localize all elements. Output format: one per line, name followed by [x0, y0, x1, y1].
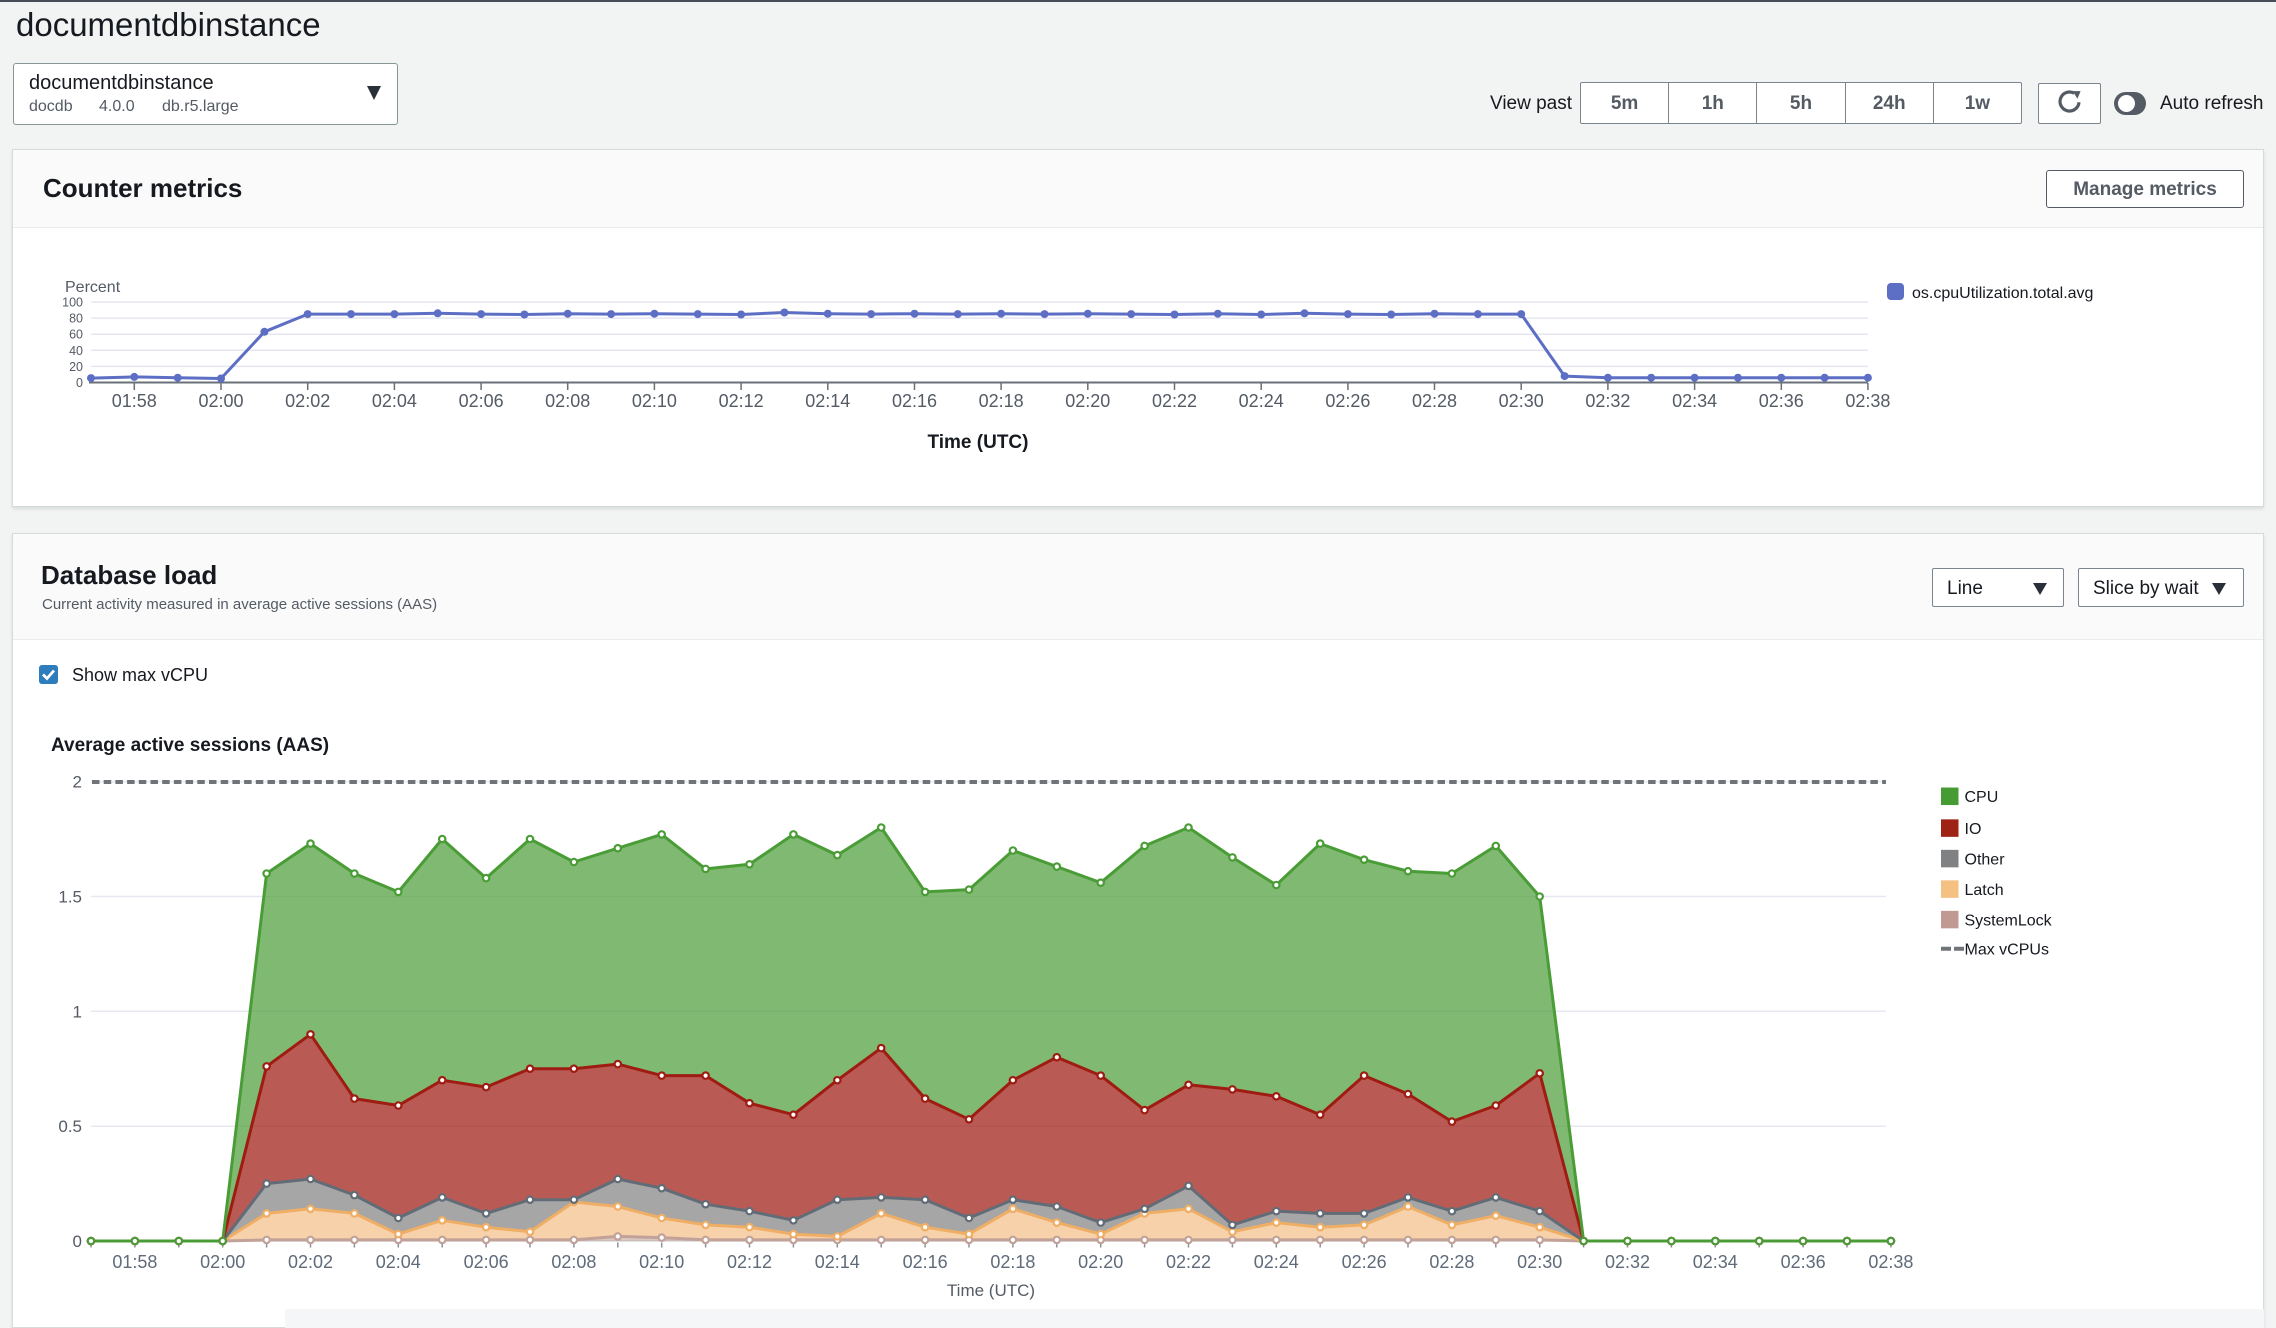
svg-text:02:22: 02:22	[1166, 1252, 1211, 1272]
svg-text:100: 100	[62, 296, 83, 310]
svg-text:02:22: 02:22	[1152, 391, 1197, 411]
svg-text:02:28: 02:28	[1412, 391, 1457, 411]
svg-text:CPU: CPU	[1965, 789, 1999, 806]
svg-text:0: 0	[76, 376, 83, 390]
svg-text:02:36: 02:36	[1759, 391, 1804, 411]
svg-text:02:12: 02:12	[719, 391, 764, 411]
svg-text:02:24: 02:24	[1239, 391, 1284, 411]
svg-text:02:04: 02:04	[376, 1252, 421, 1272]
svg-text:02:10: 02:10	[632, 391, 677, 411]
svg-text:02:34: 02:34	[1672, 391, 1717, 411]
svg-text:02:04: 02:04	[372, 391, 417, 411]
svg-text:02:02: 02:02	[288, 1252, 333, 1272]
svg-text:SystemLock: SystemLock	[1965, 912, 2053, 929]
svg-text:02:06: 02:06	[459, 391, 504, 411]
svg-text:02:08: 02:08	[545, 391, 590, 411]
svg-text:02:26: 02:26	[1325, 391, 1370, 411]
svg-text:1.5: 1.5	[58, 888, 82, 907]
svg-text:Time (UTC): Time (UTC)	[928, 432, 1029, 453]
svg-text:01:58: 01:58	[112, 1252, 157, 1272]
svg-text:20: 20	[69, 360, 83, 374]
svg-text:02:20: 02:20	[1078, 1252, 1123, 1272]
svg-text:02:16: 02:16	[903, 1252, 948, 1272]
svg-text:02:12: 02:12	[727, 1252, 772, 1272]
svg-text:01:58: 01:58	[112, 391, 157, 411]
svg-text:02:10: 02:10	[639, 1252, 684, 1272]
svg-text:60: 60	[69, 328, 83, 342]
svg-text:02:34: 02:34	[1693, 1252, 1738, 1272]
svg-text:Time (UTC): Time (UTC)	[947, 1281, 1035, 1300]
svg-text:02:08: 02:08	[551, 1252, 596, 1272]
svg-text:os.cpuUtilization.total.avg: os.cpuUtilization.total.avg	[1912, 285, 2093, 302]
svg-text:02:14: 02:14	[805, 391, 850, 411]
svg-text:02:20: 02:20	[1065, 391, 1110, 411]
svg-text:Percent: Percent	[65, 279, 121, 296]
svg-text:02:28: 02:28	[1429, 1252, 1474, 1272]
svg-text:02:38: 02:38	[1845, 391, 1890, 411]
svg-text:02:00: 02:00	[198, 391, 243, 411]
svg-text:02:00: 02:00	[200, 1252, 245, 1272]
svg-text:IO: IO	[1965, 821, 1982, 838]
svg-text:Other: Other	[1965, 851, 2006, 868]
svg-text:02:14: 02:14	[815, 1252, 860, 1272]
svg-text:0.5: 0.5	[58, 1117, 82, 1136]
svg-text:02:24: 02:24	[1254, 1252, 1299, 1272]
svg-text:Latch: Latch	[1965, 882, 2004, 899]
svg-text:02:36: 02:36	[1781, 1252, 1826, 1272]
svg-text:02:38: 02:38	[1868, 1252, 1913, 1272]
svg-text:02:26: 02:26	[1342, 1252, 1387, 1272]
svg-text:02:32: 02:32	[1605, 1252, 1650, 1272]
svg-text:0: 0	[73, 1232, 82, 1251]
svg-text:80: 80	[69, 312, 83, 326]
svg-text:Max vCPUs: Max vCPUs	[1965, 942, 2049, 959]
svg-text:2: 2	[73, 773, 82, 792]
svg-text:40: 40	[69, 344, 83, 358]
svg-text:02:30: 02:30	[1499, 391, 1544, 411]
svg-text:02:32: 02:32	[1585, 391, 1630, 411]
svg-text:02:30: 02:30	[1517, 1252, 1562, 1272]
svg-text:02:02: 02:02	[285, 391, 330, 411]
svg-text:1: 1	[73, 1002, 82, 1021]
svg-text:02:06: 02:06	[464, 1252, 509, 1272]
svg-text:02:16: 02:16	[892, 391, 937, 411]
svg-text:02:18: 02:18	[979, 391, 1024, 411]
svg-text:02:18: 02:18	[990, 1252, 1035, 1272]
